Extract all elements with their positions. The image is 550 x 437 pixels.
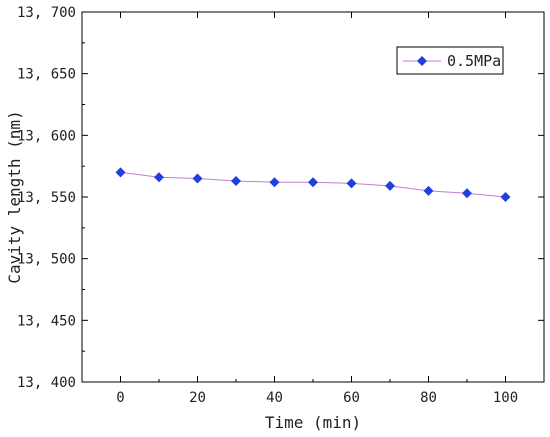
data-point-marker	[154, 172, 164, 183]
data-point-marker	[385, 180, 395, 191]
legend-marker	[417, 56, 427, 66]
x-tick-label: 60	[343, 390, 360, 406]
x-tick-label: 100	[493, 390, 518, 406]
legend-label: 0.5MPa	[447, 52, 501, 70]
x-axis-title: Time (min)	[265, 413, 361, 432]
y-tick-label: 13, 450	[17, 313, 76, 329]
legend: 0.5MPa	[396, 46, 504, 75]
y-tick-label: 13, 400	[17, 375, 76, 391]
x-tick-label: 20	[189, 390, 206, 406]
y-tick-label: 13, 650	[17, 67, 76, 83]
data-point-marker	[192, 173, 203, 184]
data-point-marker	[346, 178, 357, 189]
x-tick-label: 40	[266, 390, 283, 406]
y-tick-label: 13, 550	[17, 190, 76, 206]
y-tick-label: 13, 700	[17, 5, 76, 21]
data-point-marker	[231, 175, 241, 186]
x-tick-label: 80	[420, 390, 437, 406]
data-point-marker	[500, 192, 511, 202]
y-tick-label: 13, 500	[17, 252, 76, 268]
data-point-marker	[115, 167, 126, 178]
x-tick-label: 0	[116, 390, 124, 406]
y-axis-title: Cavity length (nm)	[5, 110, 24, 283]
data-point-marker	[269, 177, 280, 188]
data-point-marker	[462, 188, 472, 199]
y-tick-label: 13, 600	[17, 128, 76, 144]
data-point-marker	[423, 185, 434, 196]
data-point-marker	[308, 177, 318, 188]
